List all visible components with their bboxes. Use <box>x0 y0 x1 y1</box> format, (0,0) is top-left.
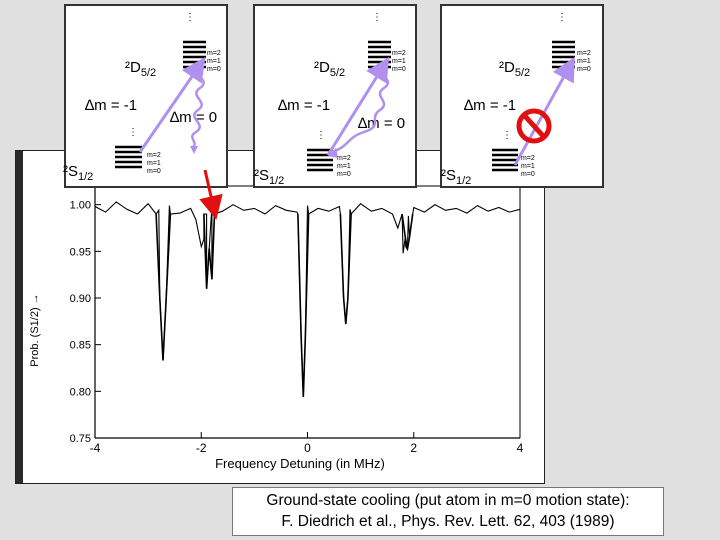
x-tick-label: -2 <box>196 441 207 455</box>
lower-state-label: ²S1/2 <box>254 167 284 187</box>
y-tick-label: 0.95 <box>70 246 91 258</box>
dip-1 <box>155 213 172 361</box>
transition-label: ∆m = -1 <box>464 97 516 114</box>
x-tick-label: 4 <box>517 441 524 455</box>
level-label: m=1 <box>577 58 591 65</box>
ellipsis: ⋮ <box>128 127 138 138</box>
panel-2-content: ²D5/2 ⋮ m=2 m=1 m=0 ∆m = -1 ∆m = 0 ⋮ ²S1… <box>254 12 406 187</box>
panel-3-content: ²D5/2 ⋮ m=2 m=1 m=0 ∆m = -1 ⋮ ²S1/2 m=2 … <box>441 12 591 187</box>
level-label: m=2 <box>521 155 535 162</box>
y-ticks: 0.75 0.80 0.85 0.90 0.95 1.00 <box>70 200 101 445</box>
ellipsis: ⋮ <box>372 12 382 23</box>
level-label: m=1 <box>337 163 351 170</box>
caption-line-1: Ground-state cooling (put atom in m=0 mo… <box>266 492 630 509</box>
y-tick-label: 0.75 <box>70 433 91 445</box>
x-ticks: -4 -2 0 2 4 <box>90 432 524 455</box>
y-tick-label: 0.80 <box>70 386 91 398</box>
x-tick-label: 2 <box>410 441 417 455</box>
y-axis-label: Prob. (S1/2) → <box>29 293 41 366</box>
decay-arrow-head <box>190 146 198 154</box>
spectrum-plot-frame <box>15 150 545 484</box>
level-label: m=2 <box>392 50 406 57</box>
level-label: m=0 <box>337 171 351 178</box>
level-label: m=2 <box>577 50 591 57</box>
y-tick-label: 1.00 <box>70 200 91 212</box>
ellipsis: ⋮ <box>557 12 567 23</box>
level-diagram-panel-1 <box>64 4 228 188</box>
y-tick-label: 0.85 <box>70 340 91 352</box>
decay-wavy-arrow <box>191 66 205 149</box>
upper-state-label: ²D5/2 <box>314 59 345 79</box>
level-label: m=2 <box>207 50 221 57</box>
transition-label: ∆m = -1 <box>85 97 137 114</box>
level-label: m=2 <box>337 155 351 162</box>
pointer-arrow <box>199 169 223 220</box>
level-label: m=0 <box>207 66 221 73</box>
upper-state-label: ²D5/2 <box>499 59 530 79</box>
dip-4 <box>339 213 352 325</box>
x-axis-label: Frequency Detuning (in MHz) <box>215 456 385 471</box>
level-label: m=2 <box>147 152 161 159</box>
level-label: m=0 <box>392 66 406 73</box>
ellipsis: ⋮ <box>316 130 326 141</box>
dip-5 <box>401 213 414 250</box>
excitation-arrow <box>326 56 390 156</box>
transition-label: ∆m = 0 <box>358 115 405 132</box>
level-label: m=1 <box>207 58 221 65</box>
caption-line-2: F. Diedrich et al., Phys. Rev. Lett. 62,… <box>281 513 615 530</box>
level-label: m=1 <box>147 160 161 167</box>
lower-state-label: ²S1/2 <box>441 167 471 187</box>
lower-level-stack <box>115 145 142 169</box>
transition-label: ∆m = -1 <box>278 97 330 114</box>
ellipsis: ⋮ <box>502 130 512 141</box>
level-diagram-panel-3 <box>440 4 604 188</box>
caption: Ground-state cooling (put atom in m=0 mo… <box>232 487 664 536</box>
upper-level-stack <box>368 40 391 69</box>
panel-1-content: ²D5/2 ⋮ m=2 m=1 m=0 ∆m = -1 ∆m = 0 ⋮ ²S1… <box>63 12 221 183</box>
absorption-dips <box>155 213 414 397</box>
dip-3 <box>297 213 310 397</box>
level-label: m=0 <box>147 168 161 175</box>
dip-2 <box>203 213 216 289</box>
level-label: m=0 <box>521 171 535 178</box>
y-tick-label: 0.90 <box>70 293 91 305</box>
x-tick-label: 0 <box>304 441 311 455</box>
prohibited-icon <box>516 108 552 144</box>
level-label: m=0 <box>577 66 591 73</box>
lower-level-stack <box>492 148 518 172</box>
ellipsis: ⋮ <box>185 12 195 23</box>
level-label: m=1 <box>392 58 406 65</box>
lower-state-label: ²S1/2 <box>63 163 93 183</box>
excitation-arrow <box>138 57 206 153</box>
upper-state-label: ²D5/2 <box>125 59 156 79</box>
decay-wavy-arrow <box>331 66 390 154</box>
x-tick-label: -4 <box>90 441 101 455</box>
decay-arrow-head <box>328 148 338 158</box>
level-label: m=1 <box>521 163 535 170</box>
